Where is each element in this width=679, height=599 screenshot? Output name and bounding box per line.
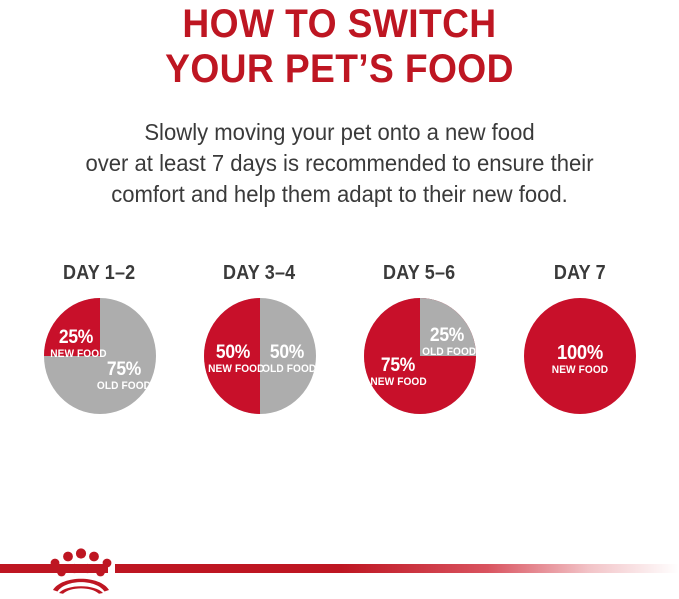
pie-cell-day-5-6: DAY 5–6 75% NEW FOOD 25% OLD FOOD [340,262,500,414]
slice-caption: OLD FOOD [96,380,151,392]
footer-rule-right [115,564,679,573]
intro-line-3: comfort and help them adapt to their new… [111,181,568,207]
footer-rule-left [0,564,108,573]
slice-old-food-25 [419,298,476,356]
title-line-2: YOUR PET’S FOOD [165,47,514,91]
slice-new-food-25 [43,298,100,356]
title-line-1: HOW TO SWITCH [182,2,497,46]
slice-new-food-50 [203,298,260,414]
pie-cell-day-3-4: DAY 3–4 50% NEW FOOD 50% OLD FOOD [180,262,340,414]
pie-chart-day-7: 100% NEW FOOD [523,298,636,414]
pie-cell-day-7: DAY 7 100% NEW FOOD [500,262,660,414]
pie-chart-day-5-6: 75% NEW FOOD 25% OLD FOOD [363,298,476,414]
day-label-4: DAY 7 [553,262,606,284]
slice-percent: 100% [556,342,603,364]
slice-percent: 50% [269,342,304,363]
day-label-3: DAY 5–6 [383,262,456,284]
slice-label-new-food: 100% NEW FOOD [544,343,616,376]
intro-paragraph: Slowly moving your pet onto a new food o… [0,117,679,210]
day-label-1: DAY 1–2 [63,262,136,284]
pie-chart-day-3-4: 50% NEW FOOD 50% OLD FOOD [203,298,316,414]
pie-chart-row: DAY 1–2 25% NEW FOOD 75% OLD FOOD DAY 3–… [0,262,679,447]
slice-label-old-food: 50% OLD FOOD [260,342,316,375]
pie-cell-day-1-2: DAY 1–2 25% NEW FOOD 75% OLD FOOD [20,262,180,414]
day-label-2: DAY 3–4 [223,262,296,284]
page-title: HOW TO SWITCH YOUR PET’S FOOD [0,2,679,92]
royal-canin-crown-icon [42,542,120,594]
intro-line-2: over at least 7 days is recommended to e… [85,150,594,176]
slice-percent: 75% [106,359,141,380]
slice-label-old-food: 75% OLD FOOD [94,360,154,392]
pie-chart-day-1-2: 25% NEW FOOD 75% OLD FOOD [43,298,156,414]
slice-caption: OLD FOOD [261,363,316,375]
slice-caption: NEW FOOD [551,364,608,376]
footer-brand-bar [0,540,679,594]
intro-line-1: Slowly moving your pet onto a new food [144,119,535,145]
